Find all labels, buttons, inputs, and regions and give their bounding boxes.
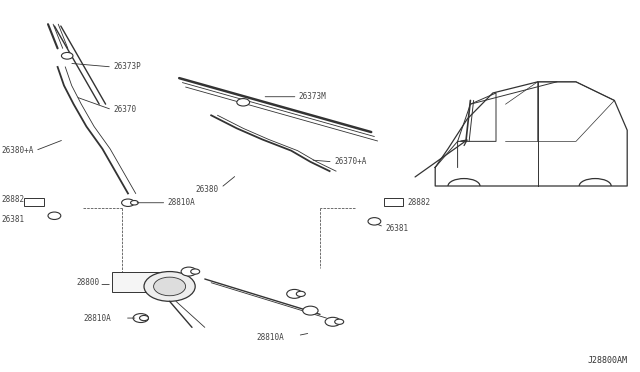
Text: 28800: 28800: [77, 278, 100, 287]
Bar: [24, 198, 44, 206]
Circle shape: [140, 315, 148, 321]
Circle shape: [181, 267, 196, 276]
Circle shape: [368, 218, 381, 225]
Circle shape: [287, 289, 302, 298]
Text: 28810A: 28810A: [168, 198, 195, 207]
Circle shape: [154, 277, 186, 296]
Circle shape: [296, 291, 305, 296]
Text: J28800AM: J28800AM: [588, 356, 627, 365]
Circle shape: [48, 212, 61, 219]
Circle shape: [133, 314, 148, 323]
Circle shape: [61, 52, 73, 59]
Text: 28810A: 28810A: [256, 333, 284, 342]
Text: 26381: 26381: [386, 224, 409, 233]
Text: 26373M: 26373M: [299, 92, 326, 101]
Text: 26370+A: 26370+A: [334, 157, 367, 166]
Text: 26381: 26381: [2, 215, 25, 224]
Circle shape: [303, 306, 318, 315]
Circle shape: [335, 319, 344, 324]
Circle shape: [131, 201, 138, 205]
Circle shape: [191, 269, 200, 274]
Bar: [112, 272, 163, 292]
Text: 26370: 26370: [113, 105, 136, 114]
Text: 26373P: 26373P: [113, 62, 141, 71]
Text: 28882: 28882: [408, 198, 431, 207]
Text: 28810A: 28810A: [83, 314, 111, 323]
Text: 26380: 26380: [195, 185, 218, 194]
Circle shape: [122, 199, 134, 206]
Text: 26380+A: 26380+A: [2, 146, 35, 155]
Circle shape: [325, 317, 340, 326]
Bar: [384, 198, 403, 206]
Circle shape: [144, 272, 195, 301]
Text: 28882: 28882: [2, 195, 25, 203]
Circle shape: [237, 99, 250, 106]
